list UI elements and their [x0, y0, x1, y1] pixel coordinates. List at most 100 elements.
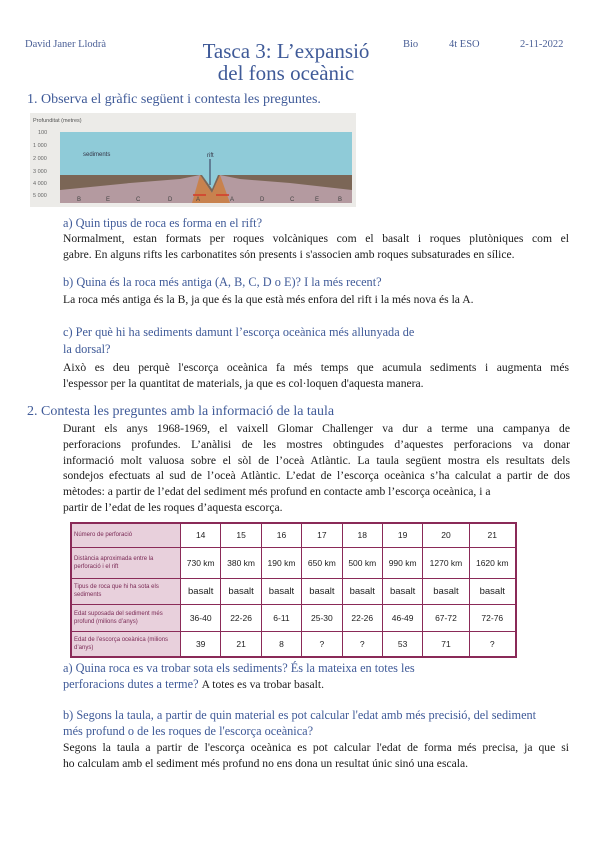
text-line: Normalment, estan formats per roques vol…: [63, 232, 569, 245]
rock-label: B: [338, 197, 342, 203]
rock-label: E: [106, 197, 110, 203]
table-row: Número de perforació 14 15 16 17 18 19 20 21: [70, 522, 517, 548]
table-cell: 15: [220, 522, 262, 548]
answer-1b: La roca més antiga és la B, ja que és la…: [63, 293, 474, 306]
y-tick: 2 000: [33, 156, 47, 162]
page-title: Tasca 3: L’expansió del fons oceànic: [166, 40, 406, 84]
table-row: Distància aproximada entre la perforació…: [70, 546, 517, 579]
table-cell: 380 km: [220, 546, 262, 579]
table-cell: 17: [301, 522, 343, 548]
table-cell: ?: [468, 630, 517, 658]
rock-label: B: [77, 197, 81, 203]
row-header: Distància aproximada entre la perforació…: [70, 546, 181, 579]
question-2a-line2: perforacions dutes a terme? A totes es v…: [63, 677, 324, 692]
question-1c-line2: la dorsal?: [63, 342, 111, 356]
table-cell: 72-76: [468, 603, 517, 632]
table-cell: basalt: [381, 577, 424, 605]
question-2a: a) Quina roca es va trobar sota els sedi…: [63, 661, 415, 675]
table-cell: basalt: [260, 577, 303, 605]
rock-label: E: [315, 197, 319, 203]
question-2b-line2: més profund o de les roques de l'escorça…: [63, 724, 314, 738]
table-row: Edat suposada del sediment més profund (…: [70, 603, 517, 632]
table-row: Tipus de roca que hi ha sota els sedimen…: [70, 577, 517, 605]
table-cell: 20: [422, 522, 470, 548]
table-cell: 21: [220, 630, 262, 658]
section1-heading: 1. Observa el gràfic següent i contesta …: [27, 92, 321, 107]
y-tick: 4 000: [33, 181, 47, 187]
y-tick: 1 000: [33, 143, 47, 149]
section2-intro: Durant els anys 1968-1969, el vaixell Gl…: [63, 421, 570, 516]
table-cell: ?: [301, 630, 343, 658]
rock-label: C: [136, 197, 141, 203]
sediments-label: sediments: [83, 152, 110, 158]
table-cell: 22-26: [341, 603, 383, 632]
table-row: Edat de l’escorça oceànica (milions d’an…: [70, 630, 517, 658]
table-cell: basalt: [341, 577, 383, 605]
question-1b: b) Quina és la roca més antiga (A, B, C,…: [63, 275, 382, 289]
rock-label: D: [168, 197, 173, 203]
rift-label: rift: [207, 153, 214, 159]
table-cell: 500 km: [341, 546, 383, 579]
text-line: gabre. En alguns rifts les carbonatites …: [63, 248, 515, 261]
text-line: Això es deu perquè l'escorça oceànica fa…: [63, 361, 569, 374]
text-line: sondejos efectuats al sud de l’oceà Atlà…: [63, 469, 570, 483]
rock-labels: B E C D A A D C E B: [77, 197, 342, 203]
question-2b: b) Segons la taula, a partir de quin mat…: [63, 708, 537, 722]
answer-2b: Segons la taula a partir de l'escorça oc…: [63, 740, 569, 772]
y-tick: 5 000: [33, 193, 47, 199]
answer-2a: A totes es va trobar basalt.: [201, 678, 324, 691]
table-cell: 650 km: [301, 546, 343, 579]
table-cell: 1270 km: [422, 546, 470, 579]
table-cell: 53: [381, 630, 424, 658]
table-cell: 67-72: [422, 603, 470, 632]
section2-heading: 2. Contesta les preguntes amb la informa…: [27, 404, 335, 419]
author: David Janer Llodrà: [25, 39, 107, 50]
text-line: perforacions profundes. L’anàlisi de les…: [63, 437, 570, 451]
y-ticks: 100 1 000 2 000 3 000 4 000 5 000: [33, 130, 47, 199]
rock-label: C: [290, 197, 295, 203]
table-cell: basalt: [301, 577, 343, 605]
text-line: mètodes: a partir de l’edat del sediment…: [63, 485, 491, 499]
table-cell: basalt: [179, 577, 222, 605]
row-header: Edat de l’escorça oceànica (milions d’an…: [70, 630, 181, 658]
row-header: Tipus de roca que hi ha sota els sedimen…: [70, 577, 181, 605]
text-line: Segons la taula a partir de l'escorça oc…: [63, 741, 569, 754]
table-cell: 16: [260, 522, 303, 548]
table-cell: 39: [179, 630, 222, 658]
answer-1a: Normalment, estan formats per roques vol…: [63, 231, 569, 263]
y-tick: 100: [38, 130, 47, 136]
table-cell: 22-26: [220, 603, 262, 632]
answer-1c: Això es deu perquè l'escorça oceànica fa…: [63, 360, 569, 392]
question-1a: a) Quin tipus de roca es forma en el rif…: [63, 216, 263, 230]
table-cell: 14: [179, 522, 222, 548]
ocean-water: [60, 132, 352, 175]
rock-label: A: [196, 197, 200, 203]
row-header: Número de perforació: [70, 522, 181, 548]
table-cell: 6-11: [260, 603, 303, 632]
y-tick: 3 000: [33, 169, 47, 175]
table-cell: basalt: [468, 577, 517, 605]
table-cell: 21: [468, 522, 517, 548]
table-cell: 25-30: [301, 603, 343, 632]
title-line: Tasca 3: L’expansió: [202, 39, 370, 63]
table-cell: 1620 km: [468, 546, 517, 579]
magma: [192, 175, 230, 203]
table-cell: 990 km: [381, 546, 424, 579]
row-header: Edat suposada del sediment més profund (…: [70, 603, 181, 632]
text-line: l'espessor per la quantitat de materials…: [63, 377, 424, 390]
table-cell: basalt: [220, 577, 262, 605]
table-cell: ?: [341, 630, 383, 658]
table-cell: 19: [381, 522, 424, 548]
table-cell: 190 km: [260, 546, 303, 579]
table-cell: 8: [260, 630, 303, 658]
course: 4t ESO: [449, 39, 480, 50]
table-cell: 730 km: [179, 546, 222, 579]
table-cell: 46-49: [381, 603, 424, 632]
title-line: del fons oceànic: [217, 61, 355, 85]
question-text: perforacions dutes a terme?: [63, 677, 199, 691]
text-line: partir de l’edat de les roques d’aquesta…: [63, 500, 283, 514]
table-cell: 71: [422, 630, 470, 658]
y-axis-label: Profunditat (metres): [33, 118, 82, 124]
drilling-table: Número de perforació 14 15 16 17 18 19 20 21 Dist…: [70, 522, 517, 658]
